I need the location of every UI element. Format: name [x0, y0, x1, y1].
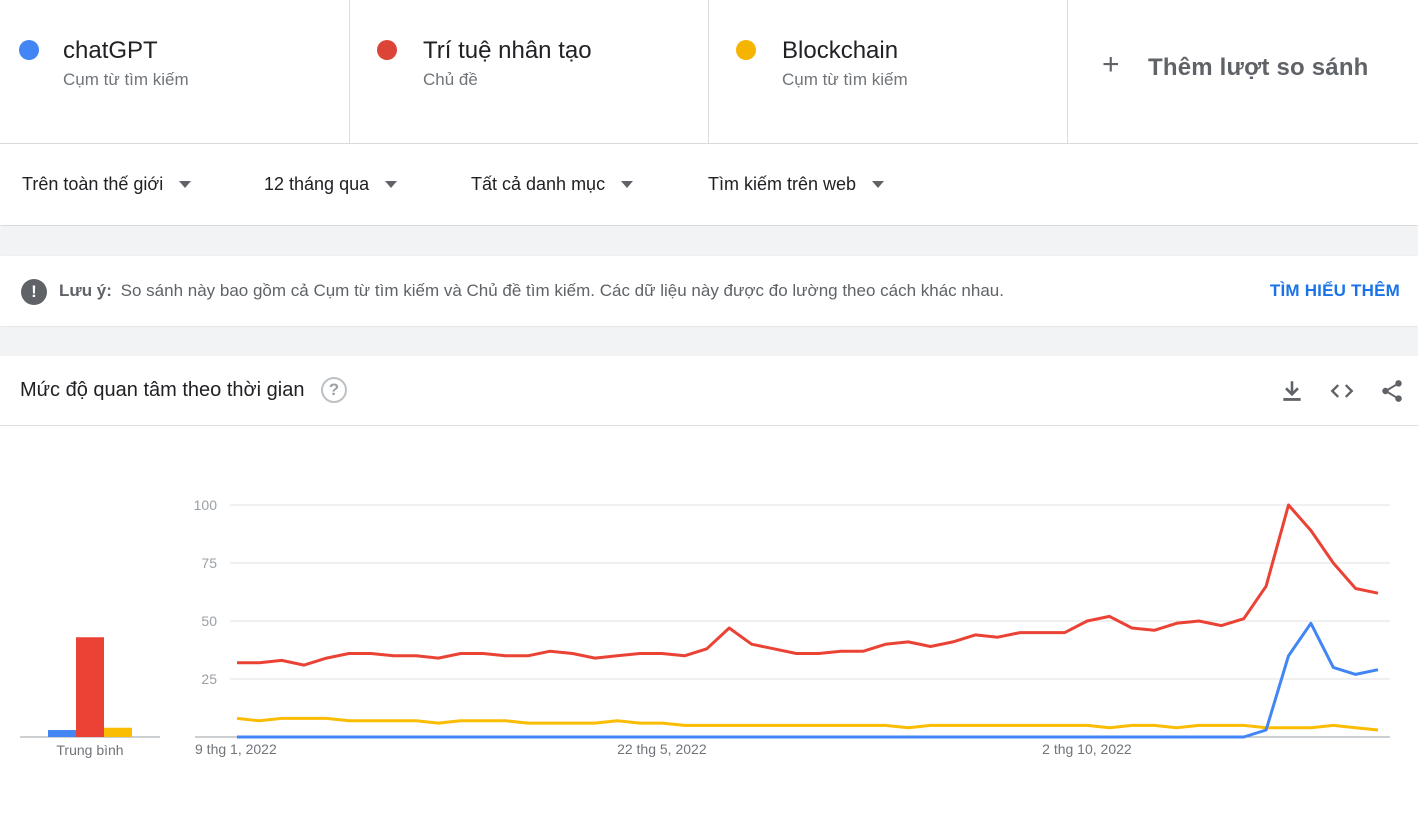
caret-down-icon: [872, 181, 885, 188]
category-dropdown[interactable]: Tất cả danh mục: [471, 174, 634, 195]
interest-over-time-panel: Mức độ quan tâm theo thời gian ? 100 75 50…: [0, 356, 1418, 815]
series-line[interactable]: [237, 621, 1379, 739]
series-color-dot: [736, 40, 756, 60]
term-card-chatgpt[interactable]: chatGPT Cụm từ tìm kiếm: [0, 0, 350, 144]
plus-icon: +: [1102, 48, 1120, 81]
embed-code-icon[interactable]: [1329, 378, 1355, 404]
term-name[interactable]: chatGPT: [63, 37, 158, 64]
note-text: Lưu ý: So sánh này bao gồm cả Cụm từ tìm…: [59, 281, 1004, 301]
learn-more-link[interactable]: TÌM HIỂU THÊM: [1269, 281, 1400, 300]
term-card-tri-tue-nhan-tao[interactable]: Trí tuệ nhân tạo Chủ đề: [350, 0, 709, 144]
add-comparison-label: Thêm lượt so sánh: [1148, 54, 1369, 81]
average-bar[interactable]: [76, 637, 104, 737]
download-icon[interactable]: [1279, 378, 1305, 404]
average-label: Trung bình: [56, 742, 123, 758]
note-body: So sánh này bao gồm cả Cụm từ tìm kiếm v…: [120, 281, 1004, 300]
interest-chart[interactable]: 100 75 50 25 9 thg 1, 2022 22 thg 5, 2022 2 th…: [0, 426, 1418, 815]
region-dropdown[interactable]: Trên toàn thế giới: [22, 174, 192, 195]
panel-title: Mức độ quan tâm theo thời gian: [20, 379, 305, 401]
average-bar[interactable]: [104, 727, 132, 737]
y-tick-label: 75: [201, 555, 217, 571]
series-line[interactable]: [237, 503, 1379, 667]
caret-down-icon: [385, 181, 398, 188]
section-spacer: [0, 226, 1418, 256]
time-range-dropdown[interactable]: 12 tháng qua: [264, 174, 398, 195]
warning-icon: !: [21, 279, 47, 305]
help-circle-icon[interactable]: ?: [321, 377, 347, 403]
x-tick-label: 9 thg 1, 2022: [195, 741, 277, 757]
note-label: Lưu ý:: [59, 281, 112, 300]
time-range-label: 12 tháng qua: [264, 174, 370, 194]
caret-down-icon: [621, 181, 634, 188]
series-line[interactable]: [236, 716, 1379, 732]
share-icon[interactable]: [1379, 378, 1405, 404]
section-spacer: [0, 327, 1418, 356]
term-type: Chủ đề: [423, 70, 478, 89]
region-dropdown-label: Trên toàn thế giới: [22, 174, 164, 194]
average-bar[interactable]: [48, 730, 76, 737]
x-tick-label: 22 thg 5, 2022: [617, 741, 707, 757]
series-color-dot: [19, 40, 39, 60]
filter-bar: Trên toàn thế giới 12 tháng qua Tất cả d…: [0, 144, 1418, 225]
compare-terms-bar: chatGPT Cụm từ tìm kiếm Trí tuệ nhân tạo…: [0, 0, 1418, 144]
caret-down-icon: [179, 181, 192, 188]
add-comparison-button[interactable]: + Thêm lượt so sánh: [1068, 0, 1418, 143]
comparison-note: ! Lưu ý: So sánh này bao gồm cả Cụm từ t…: [0, 256, 1418, 326]
y-tick-label: 100: [194, 497, 218, 513]
term-type: Cụm từ tìm kiếm: [782, 70, 908, 89]
category-label: Tất cả danh mục: [471, 174, 606, 194]
term-type: Cụm từ tìm kiếm: [63, 70, 189, 89]
term-card-blockchain[interactable]: Blockchain Cụm từ tìm kiếm: [709, 0, 1068, 144]
search-type-dropdown[interactable]: Tìm kiếm trên web: [708, 174, 885, 195]
term-name[interactable]: Trí tuệ nhân tạo: [423, 37, 592, 64]
series-color-dot: [377, 40, 397, 60]
y-tick-label: 50: [201, 613, 217, 629]
search-type-label: Tìm kiếm trên web: [708, 174, 857, 194]
term-name[interactable]: Blockchain: [782, 37, 899, 64]
x-tick-label: 2 thg 10, 2022: [1042, 741, 1132, 757]
panel-header: Mức độ quan tâm theo thời gian ?: [0, 356, 1418, 426]
y-tick-label: 25: [201, 671, 217, 687]
